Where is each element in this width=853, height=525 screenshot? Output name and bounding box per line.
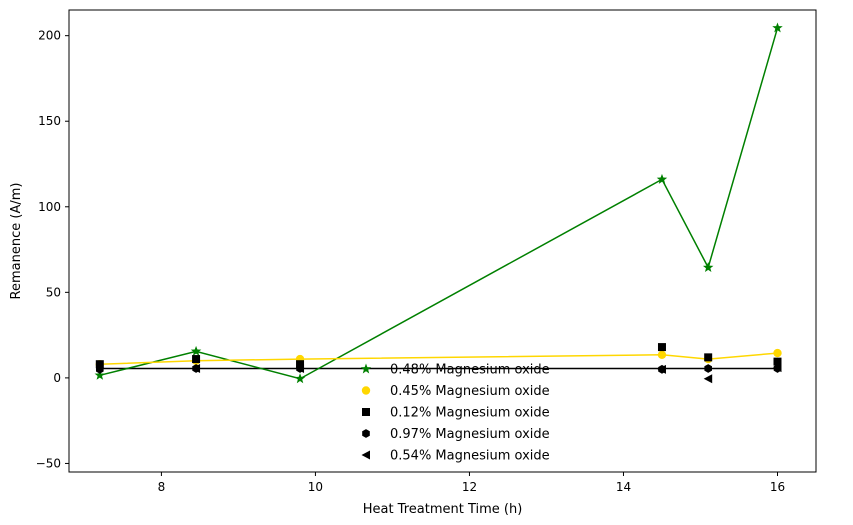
marks-layer	[94, 22, 783, 384]
legend: 0.48% Magnesium oxide 0.45% Magnesium oxi…	[360, 363, 550, 464]
legend-label: 0.48% Magnesium oxide	[390, 363, 550, 378]
legend-item: 0.12% Magnesium oxide	[362, 406, 550, 421]
data-point	[703, 374, 713, 384]
data-point	[704, 364, 712, 373]
data-point	[772, 363, 782, 373]
x-tick-label: 8	[158, 480, 166, 494]
legend-marker	[362, 429, 370, 438]
data-point	[772, 22, 783, 33]
x-tick-label: 14	[616, 480, 631, 494]
data-point	[192, 355, 201, 364]
series-line	[99, 352, 778, 365]
legend-label: 0.54% Magnesium oxide	[390, 449, 550, 464]
data-point	[773, 348, 782, 358]
x-tick-label: 10	[308, 480, 323, 494]
x-axis-label: Heat Treatment Time (h)	[363, 502, 523, 517]
data-point	[191, 363, 201, 373]
legend-item: 0.97% Magnesium oxide	[362, 427, 550, 442]
data-point	[95, 360, 104, 369]
y-tick-label: 200	[38, 29, 61, 43]
y-tick-label: 0	[53, 371, 61, 385]
legend-item: 0.54% Magnesium oxide	[361, 449, 550, 464]
plot-frame	[68, 9, 817, 473]
y-axis-label: Remanence (A/m)	[9, 183, 24, 300]
data-point	[657, 343, 666, 352]
x-tick-label: 16	[770, 480, 785, 494]
series-line	[99, 27, 779, 380]
legend-marker	[361, 450, 370, 460]
x-axis: 8 10 12 14 16	[158, 472, 785, 494]
y-tick-label: −50	[36, 456, 61, 470]
data-point	[657, 350, 667, 359]
y-axis: −50 0 50 100 150 200	[36, 29, 69, 470]
legend-marker	[361, 386, 371, 395]
data-point	[657, 364, 666, 374]
legend-label: 0.12% Magnesium oxide	[390, 406, 550, 421]
y-tick-label: 150	[38, 114, 61, 128]
data-point	[702, 262, 714, 272]
y-tick-label: 50	[46, 285, 61, 299]
legend-item: 0.45% Magnesium oxide	[361, 384, 550, 399]
legend-item: 0.48% Magnesium oxide	[360, 363, 550, 378]
y-tick-label: 100	[38, 200, 61, 214]
data-point	[704, 353, 713, 362]
series-5	[191, 363, 782, 384]
data-point	[295, 363, 305, 373]
x-tick-label: 12	[462, 480, 477, 494]
legend-marker	[362, 408, 370, 416]
data-point	[190, 345, 202, 356]
data-point	[656, 173, 668, 184]
legend-label: 0.97% Magnesium oxide	[390, 427, 550, 442]
data-point	[773, 357, 782, 366]
data-point	[95, 364, 104, 374]
series-1	[94, 22, 783, 384]
legend-marker	[360, 363, 372, 374]
data-point	[94, 369, 106, 380]
data-point	[294, 373, 306, 384]
legend-label: 0.45% Magnesium oxide	[390, 384, 550, 399]
